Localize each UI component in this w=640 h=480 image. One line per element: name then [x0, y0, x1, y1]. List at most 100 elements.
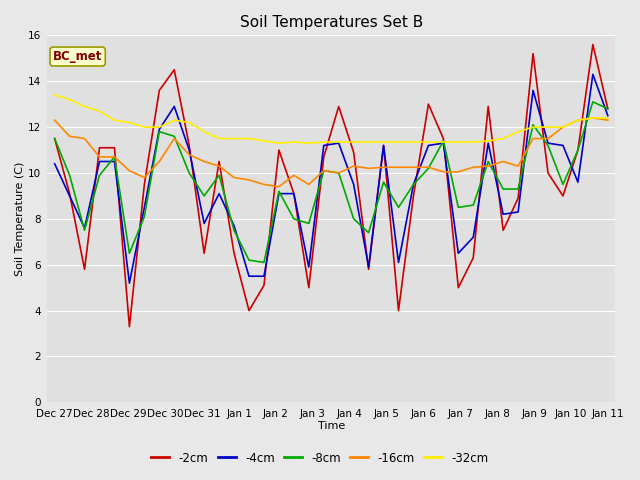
-4cm — [81, 225, 88, 231]
-32cm — [365, 139, 372, 145]
-8cm — [230, 228, 238, 233]
-8cm — [499, 186, 507, 192]
-2cm — [215, 158, 223, 164]
-4cm — [410, 181, 417, 187]
-2cm — [51, 136, 58, 142]
Text: BC_met: BC_met — [53, 50, 102, 63]
-32cm — [290, 139, 298, 145]
-16cm — [66, 133, 74, 139]
-2cm — [515, 195, 522, 201]
-4cm — [335, 140, 342, 146]
-8cm — [275, 189, 283, 194]
-32cm — [395, 139, 403, 145]
-2cm — [66, 191, 74, 196]
-4cm — [51, 161, 58, 167]
-2cm — [125, 324, 133, 330]
-32cm — [544, 124, 552, 130]
-8cm — [335, 170, 342, 176]
-16cm — [320, 168, 328, 174]
-16cm — [215, 163, 223, 169]
-4cm — [320, 143, 328, 148]
-32cm — [111, 117, 118, 123]
-2cm — [335, 104, 342, 109]
-16cm — [141, 175, 148, 180]
-4cm — [589, 72, 596, 77]
-32cm — [499, 136, 507, 142]
-32cm — [230, 136, 238, 142]
-2cm — [245, 308, 253, 313]
-16cm — [424, 164, 432, 170]
-8cm — [544, 143, 552, 148]
-16cm — [440, 169, 447, 175]
-8cm — [81, 228, 88, 233]
-8cm — [245, 257, 253, 263]
-4cm — [125, 280, 133, 286]
-16cm — [469, 164, 477, 170]
-32cm — [335, 139, 342, 145]
Line: -2cm: -2cm — [54, 45, 608, 327]
-2cm — [410, 193, 417, 199]
Legend: -2cm, -4cm, -8cm, -16cm, -32cm: -2cm, -4cm, -8cm, -16cm, -32cm — [147, 447, 493, 469]
-4cm — [365, 264, 372, 270]
-4cm — [529, 87, 537, 93]
-4cm — [260, 273, 268, 279]
-32cm — [245, 136, 253, 142]
-16cm — [454, 169, 462, 175]
-2cm — [141, 181, 148, 187]
Line: -16cm: -16cm — [54, 118, 608, 187]
-32cm — [574, 117, 582, 123]
-16cm — [395, 164, 403, 170]
-8cm — [454, 204, 462, 210]
-32cm — [141, 124, 148, 130]
-16cm — [111, 154, 118, 160]
-2cm — [395, 308, 403, 313]
-4cm — [395, 260, 403, 265]
-4cm — [424, 143, 432, 148]
-8cm — [200, 193, 208, 199]
-2cm — [469, 255, 477, 261]
-8cm — [95, 172, 103, 178]
-4cm — [469, 234, 477, 240]
-32cm — [410, 139, 417, 145]
-2cm — [170, 67, 178, 72]
-8cm — [410, 181, 417, 187]
-16cm — [125, 168, 133, 174]
-4cm — [305, 264, 313, 270]
-4cm — [215, 191, 223, 196]
-8cm — [320, 168, 328, 174]
-2cm — [440, 136, 447, 142]
Title: Soil Temperatures Set B: Soil Temperatures Set B — [239, 15, 423, 30]
-8cm — [350, 216, 358, 222]
-2cm — [200, 251, 208, 256]
-4cm — [111, 158, 118, 164]
-32cm — [440, 139, 447, 145]
-32cm — [424, 139, 432, 145]
-8cm — [589, 99, 596, 105]
-8cm — [111, 154, 118, 160]
-16cm — [290, 172, 298, 178]
-4cm — [290, 191, 298, 196]
-4cm — [95, 158, 103, 164]
-8cm — [170, 133, 178, 139]
-16cm — [499, 158, 507, 164]
-32cm — [484, 138, 492, 144]
-2cm — [290, 191, 298, 196]
-8cm — [604, 106, 612, 112]
-8cm — [484, 158, 492, 164]
-32cm — [350, 139, 358, 145]
-8cm — [559, 181, 567, 187]
-32cm — [454, 139, 462, 145]
-4cm — [499, 211, 507, 217]
-2cm — [186, 143, 193, 148]
-8cm — [574, 147, 582, 153]
-32cm — [589, 115, 596, 121]
-2cm — [380, 143, 387, 148]
-16cm — [559, 124, 567, 130]
-4cm — [574, 179, 582, 185]
-2cm — [275, 147, 283, 153]
-8cm — [141, 214, 148, 219]
-16cm — [156, 158, 163, 164]
-2cm — [111, 145, 118, 151]
-4cm — [275, 191, 283, 196]
-16cm — [544, 136, 552, 142]
